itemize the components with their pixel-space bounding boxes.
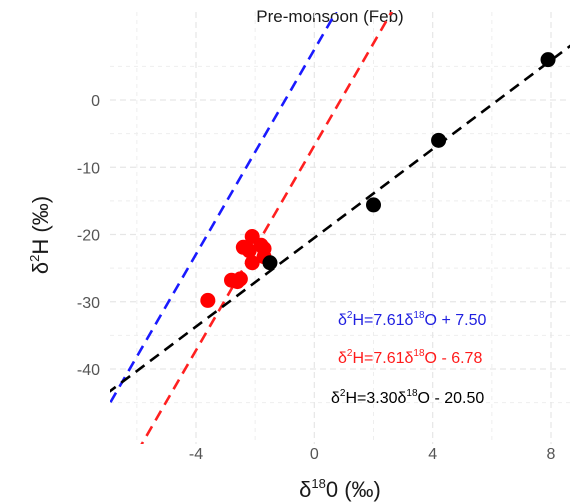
chart-title: Pre-monsoon (Feb) bbox=[256, 7, 403, 26]
regression-lines bbox=[110, 12, 570, 444]
data-point-black bbox=[431, 132, 447, 148]
x-tick-label: 4 bbox=[428, 446, 437, 463]
x-axis-label: δ180 (‰) bbox=[299, 476, 381, 502]
data-point-black bbox=[262, 255, 278, 271]
data-point-black bbox=[366, 197, 381, 213]
data-point-black bbox=[540, 52, 556, 68]
y-tick-label: -20 bbox=[77, 228, 100, 245]
equation-blue: δ2H=7.61δ18O + 7.50 bbox=[338, 310, 486, 329]
x-tick-labels: -4 0 4 8 bbox=[189, 446, 556, 463]
y-axis-label: δ2H (‰) bbox=[27, 196, 53, 274]
regression-line-red bbox=[140, 12, 394, 444]
data-point-red bbox=[244, 255, 260, 271]
grid bbox=[110, 12, 570, 444]
y-tick-label: -40 bbox=[77, 362, 100, 379]
x-tick-label: 0 bbox=[310, 446, 319, 463]
x-tick-label: -4 bbox=[189, 446, 203, 463]
data-point-red bbox=[256, 241, 272, 257]
regression-line-blue bbox=[110, 12, 338, 406]
equation-black: δ2H=3.30δ18O - 20.50 bbox=[331, 388, 484, 407]
y-tick-label: 0 bbox=[91, 93, 100, 110]
y-tick-labels: -40 -30 -20 -10 0 bbox=[77, 93, 100, 379]
y-tick-label: -30 bbox=[77, 295, 100, 312]
data-point-red bbox=[200, 292, 216, 308]
x-tick-label: 8 bbox=[547, 446, 556, 463]
y-tick-label: -10 bbox=[77, 160, 100, 177]
regression-line-black bbox=[110, 44, 570, 393]
data-points bbox=[200, 52, 556, 308]
data-point-red bbox=[232, 271, 248, 287]
equation-red: δ2H=7.61δ18O - 6.78 bbox=[338, 348, 482, 367]
data-point-red bbox=[241, 243, 257, 259]
equations: δ2H=7.61δ18O + 7.50 δ2H=7.61δ18O - 6.78 … bbox=[331, 310, 486, 407]
